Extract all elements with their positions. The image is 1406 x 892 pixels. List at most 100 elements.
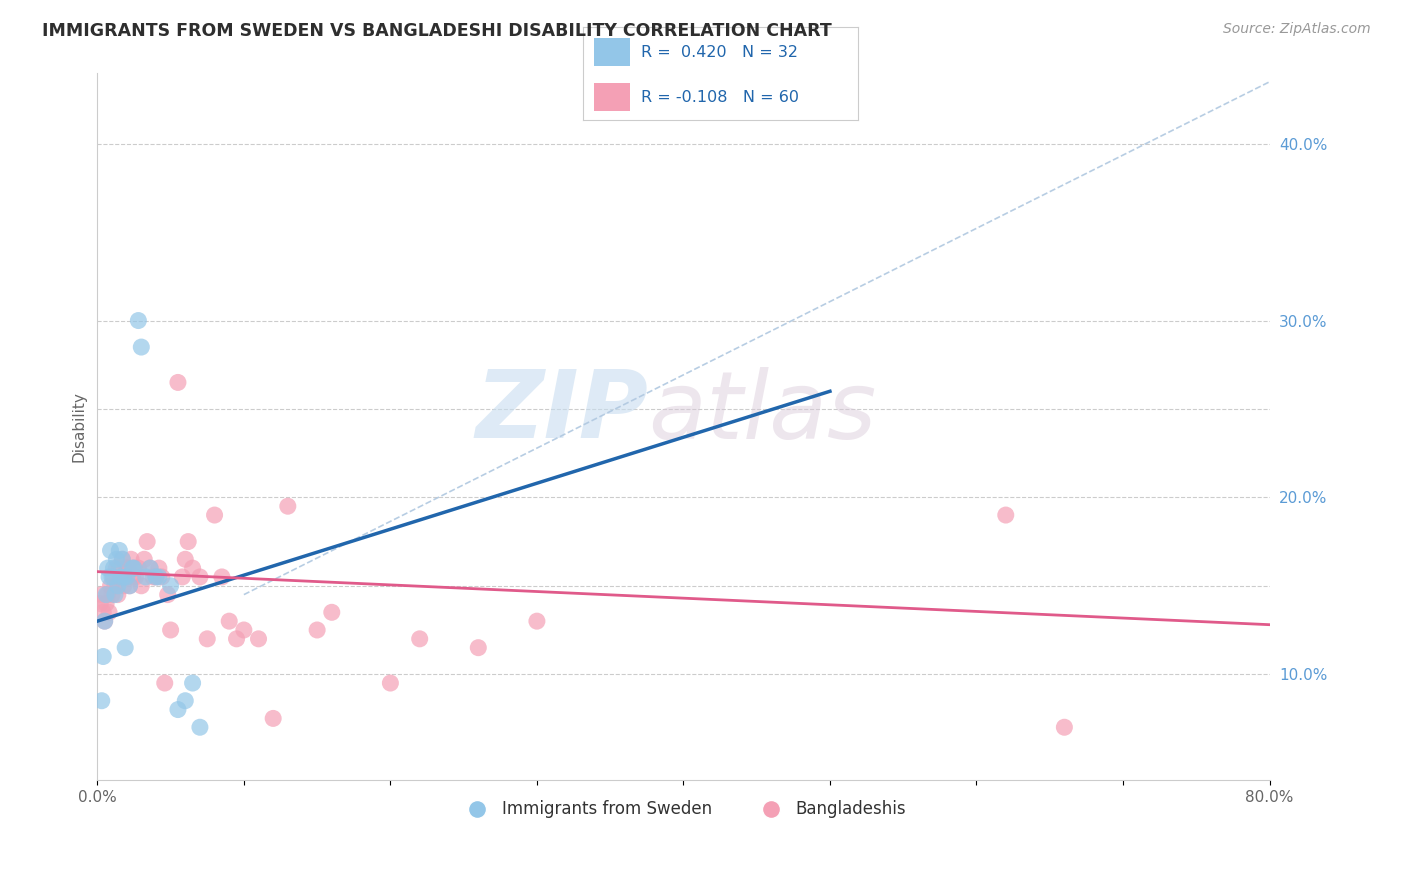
Point xyxy=(94,597,117,611)
Point xyxy=(380,676,402,690)
Point xyxy=(277,500,299,514)
Point xyxy=(204,508,226,522)
Point xyxy=(103,570,125,584)
Point xyxy=(262,711,284,725)
Point xyxy=(93,614,115,628)
Point xyxy=(188,720,211,734)
Point xyxy=(107,588,129,602)
Point xyxy=(111,552,134,566)
Point xyxy=(115,561,138,575)
Point xyxy=(115,570,138,584)
Point xyxy=(321,605,343,619)
Point xyxy=(94,588,117,602)
Point xyxy=(131,340,153,354)
Point xyxy=(97,561,120,575)
Point xyxy=(247,632,270,646)
Point xyxy=(122,561,145,575)
Point xyxy=(118,579,141,593)
Point xyxy=(211,570,233,584)
Point xyxy=(110,570,132,584)
Point xyxy=(409,632,432,646)
Point xyxy=(232,623,254,637)
Point xyxy=(153,676,176,690)
Point xyxy=(307,623,329,637)
Point xyxy=(181,676,204,690)
Point xyxy=(121,561,143,575)
Point xyxy=(167,376,190,390)
Legend: Immigrants from Sweden, Bangladeshis: Immigrants from Sweden, Bangladeshis xyxy=(454,794,912,825)
Point xyxy=(181,561,204,575)
Point xyxy=(124,570,146,584)
Point xyxy=(98,570,121,584)
Point xyxy=(91,649,114,664)
Point xyxy=(101,588,124,602)
Point xyxy=(104,588,127,602)
Point xyxy=(148,561,170,575)
Point xyxy=(90,588,112,602)
Point xyxy=(98,605,121,619)
Point xyxy=(150,570,173,584)
Point xyxy=(105,561,128,575)
Point xyxy=(104,579,127,593)
Point xyxy=(111,552,134,566)
Point xyxy=(134,552,156,566)
FancyBboxPatch shape xyxy=(595,83,630,111)
Text: ZIP: ZIP xyxy=(475,367,648,458)
Text: atlas: atlas xyxy=(648,367,876,458)
Point xyxy=(225,632,247,646)
Point xyxy=(1053,720,1076,734)
Y-axis label: Disability: Disability xyxy=(72,392,86,462)
Point xyxy=(139,561,162,575)
Text: R =  0.420   N = 32: R = 0.420 N = 32 xyxy=(641,45,799,60)
Point xyxy=(112,570,135,584)
Point xyxy=(107,579,129,593)
Point xyxy=(159,579,181,593)
FancyBboxPatch shape xyxy=(595,38,630,66)
Point xyxy=(177,534,200,549)
Point xyxy=(136,534,159,549)
Point xyxy=(188,570,211,584)
Point xyxy=(135,570,157,584)
Point xyxy=(89,597,111,611)
Point xyxy=(145,570,167,584)
Point xyxy=(526,614,548,628)
Point xyxy=(93,614,115,628)
Point xyxy=(121,570,143,584)
Point xyxy=(159,623,181,637)
Point xyxy=(167,702,190,716)
Point xyxy=(127,313,149,327)
Text: R = -0.108   N = 60: R = -0.108 N = 60 xyxy=(641,89,799,104)
Point xyxy=(108,543,131,558)
Point xyxy=(122,561,145,575)
Point xyxy=(100,579,122,593)
Point xyxy=(139,561,162,575)
Point xyxy=(117,561,139,575)
Point xyxy=(105,552,128,566)
Point xyxy=(467,640,489,655)
Point xyxy=(90,694,112,708)
Point xyxy=(101,570,124,584)
Point xyxy=(145,570,167,584)
Point xyxy=(127,561,149,575)
Point xyxy=(174,552,197,566)
Point xyxy=(156,588,179,602)
Point xyxy=(110,570,132,584)
Point xyxy=(994,508,1017,522)
Point xyxy=(218,614,240,628)
Point xyxy=(114,640,136,655)
Point xyxy=(103,561,125,575)
Text: Source: ZipAtlas.com: Source: ZipAtlas.com xyxy=(1223,22,1371,37)
Point xyxy=(114,570,136,584)
Point xyxy=(108,561,131,575)
Point xyxy=(118,579,141,593)
Point xyxy=(120,552,142,566)
Point xyxy=(148,570,170,584)
Point xyxy=(142,570,165,584)
Point xyxy=(172,570,194,584)
Point xyxy=(112,579,135,593)
Point xyxy=(100,543,122,558)
Point xyxy=(97,588,120,602)
Point xyxy=(131,579,153,593)
Point xyxy=(174,694,197,708)
Text: IMMIGRANTS FROM SWEDEN VS BANGLADESHI DISABILITY CORRELATION CHART: IMMIGRANTS FROM SWEDEN VS BANGLADESHI DI… xyxy=(42,22,832,40)
